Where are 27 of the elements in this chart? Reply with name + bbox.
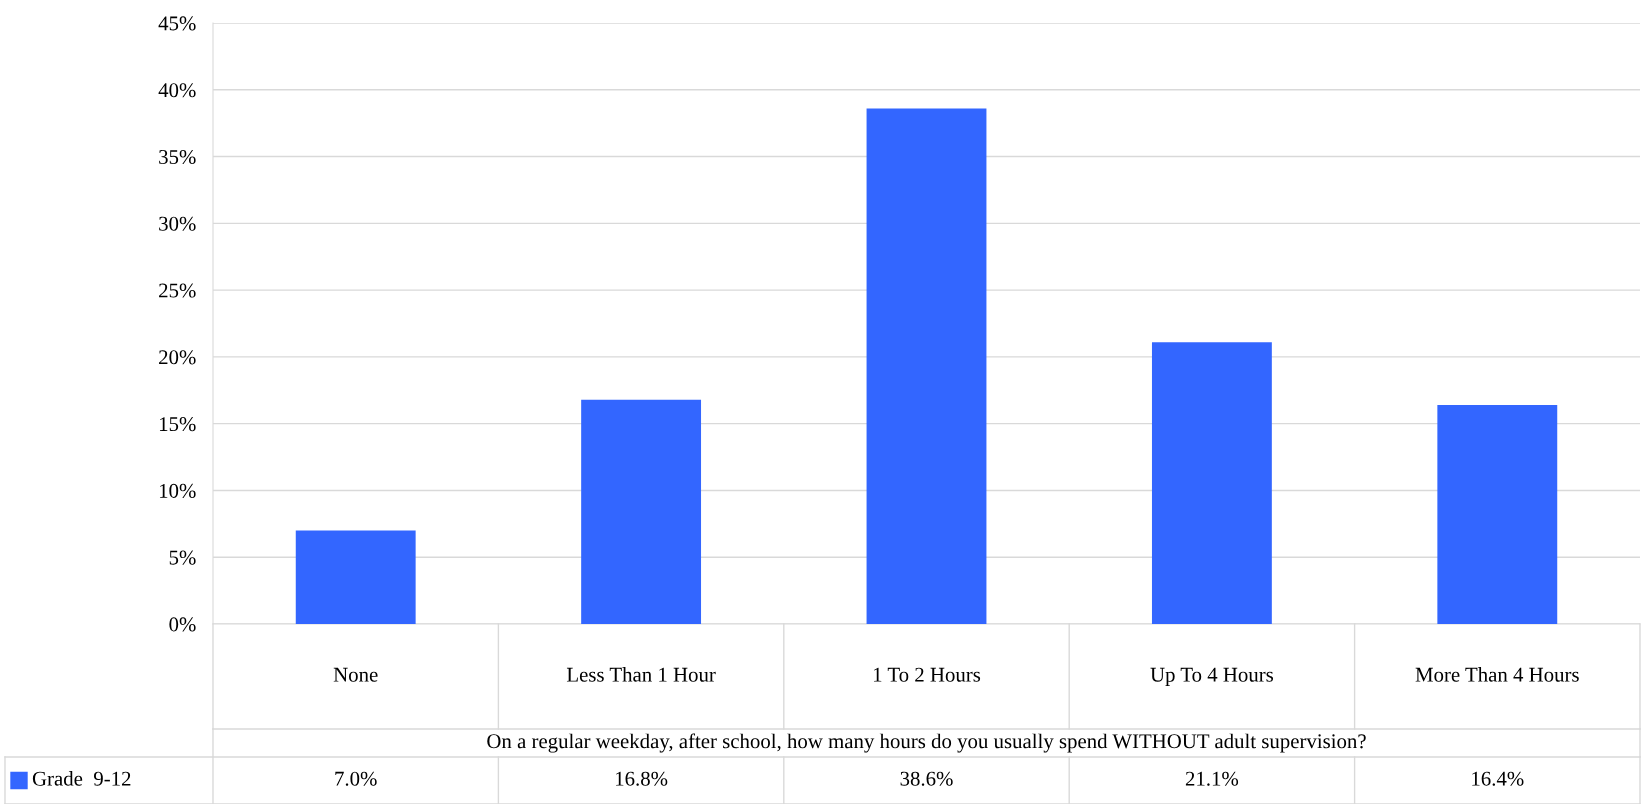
y-tick-label: 5% [169,550,196,565]
y-tick-label: 10% [159,483,196,498]
data-label: 16.8% [616,771,668,786]
y-tick-label: 25% [159,283,196,298]
y-tick-label: 0% [169,617,196,632]
bar [866,108,987,624]
bar [1437,404,1558,624]
y-tick-label: 20% [159,350,196,365]
x-tick-label: Up To 4 Hours [1150,667,1274,686]
data-label: 21.1% [1185,771,1239,786]
y-tick-label: 35% [159,149,196,165]
data-label: 16.4% [1472,771,1524,786]
x-tick-label: More Than 4 Hours [1415,667,1579,682]
y-tick-label: 45% [158,16,196,31]
data-label: 7.0% [335,771,377,786]
y-tick-label: 15% [159,417,196,432]
x-tick-label: 1 To 2 Hours [873,667,981,682]
x-tick-label: None [333,667,378,682]
legend-label: Grade 9-12 [32,771,131,786]
x-axis-title: On a regular weekday, after school, how many hours do you usually spend WITHOUT adult supervision? [487,733,1366,753]
y-tick-label: 40% [158,83,196,98]
x-tick-label: Less Than 1 Hour [566,667,716,682]
bar [581,399,702,624]
y-tick-label: 30% [159,216,196,231]
data-label: 38.6% [900,771,953,786]
bar [295,530,416,624]
bar [1151,342,1272,624]
